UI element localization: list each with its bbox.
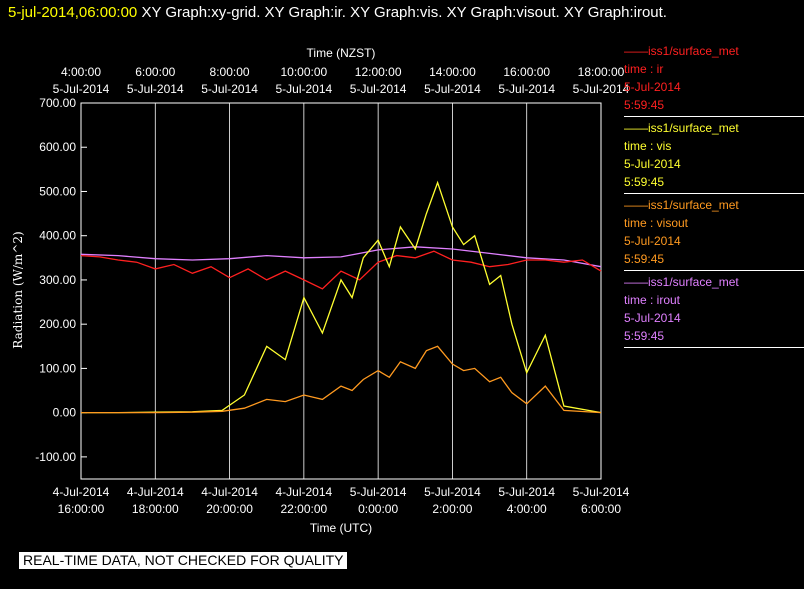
legend-dataset: ——iss1/surface_met [624, 121, 739, 135]
x-tick-label-date: 5-Jul-2014 [350, 485, 407, 499]
legend-time: 5:59:45 [624, 98, 665, 112]
top-tick-label-date: 5-Jul-2014 [127, 82, 184, 96]
series-line-2 [81, 180, 602, 414]
x-tick-label-date: 5-Jul-2014 [424, 485, 481, 499]
top-axis-title: Time (NZST) [307, 46, 376, 60]
legend-time: 5:59:45 [624, 329, 665, 343]
y-tick-label: 200.00 [39, 317, 76, 331]
legend-variable: time : visout [624, 216, 689, 230]
y-tick-label: 600.00 [39, 140, 76, 154]
legend-dataset: ——iss1/surface_met [624, 44, 739, 58]
x-tick-label-time: 20:00:00 [206, 502, 253, 516]
x-tick-label-time: 6:00:00 [581, 502, 621, 516]
top-tick-label-time: 6:00:00 [135, 65, 175, 79]
legend-date: 5-Jul-2014 [624, 234, 681, 248]
top-tick-label-time: 4:00:00 [61, 65, 101, 79]
y-tick-label: 100.00 [39, 361, 76, 375]
y-tick-label: -100.00 [35, 450, 76, 464]
top-tick-label-time: 12:00:00 [355, 65, 402, 79]
legend-date: 5-Jul-2014 [624, 157, 681, 171]
x-tick-label-date: 4-Jul-2014 [127, 485, 184, 499]
top-tick-label-date: 5-Jul-2014 [53, 82, 110, 96]
legend-dataset: ——iss1/surface_met [624, 198, 739, 212]
x-tick-label-time: 18:00:00 [132, 502, 179, 516]
x-tick-label-date: 4-Jul-2014 [53, 485, 110, 499]
x-axis-title: Time (UTC) [310, 521, 372, 535]
header: 5-jul-2014,06:00:00 XY Graph:xy-grid. XY… [8, 2, 798, 24]
x-tick-label-time: 22:00:00 [280, 502, 327, 516]
legend-dataset: ——iss1/surface_met [624, 275, 739, 289]
top-tick-label-time: 8:00:00 [210, 65, 250, 79]
quality-disclaimer: REAL-TIME DATA, NOT CHECKED FOR QUALITY [19, 552, 348, 569]
legend-date: 5-Jul-2014 [624, 80, 681, 94]
graph-titles: XY Graph:xy-grid. XY Graph:ir. XY Graph:… [141, 4, 667, 21]
legend-time: 5:59:45 [624, 252, 665, 266]
top-tick-label-date: 5-Jul-2014 [350, 82, 407, 96]
x-tick-label-date: 4-Jul-2014 [201, 485, 258, 499]
top-tick-label-date: 5-Jul-2014 [498, 82, 555, 96]
y-tick-label: 0.00 [53, 406, 77, 420]
series-line-0 [80, 246, 602, 268]
top-tick-label-date: 5-Jul-2014 [276, 82, 333, 96]
legend: ——iss1/surface_met time : ir 5-Jul-2014 5:5… [624, 42, 804, 350]
top-tick-label-time: 18:00:00 [578, 65, 625, 79]
legend-variable: time : vis [624, 139, 672, 153]
y-tick-label: 300.00 [39, 273, 76, 287]
x-tick-label-time: 16:00:00 [58, 502, 105, 516]
y-tick-label: 400.00 [39, 229, 76, 243]
timestamp: 5-jul-2014,06:00:00 [8, 4, 138, 21]
x-tick-label-date: 4-Jul-2014 [276, 485, 333, 499]
plot-frame [80, 102, 602, 480]
series-line-3 [81, 345, 602, 414]
legend-time: 5:59:45 [624, 175, 665, 189]
legend-variable: time : ir [624, 62, 664, 76]
y-tick-label: 500.00 [39, 184, 76, 198]
top-tick-label-date: 5-Jul-2014 [424, 82, 481, 96]
legend-date: 5-Jul-2014 [624, 311, 681, 325]
top-tick-label-date: 5-Jul-2014 [201, 82, 258, 96]
x-tick-label-time: 0:00:00 [358, 502, 398, 516]
y-axis-title: Radiation (W/m^2) [11, 231, 25, 348]
x-tick-label-date: 5-Jul-2014 [573, 485, 630, 499]
x-tick-label-time: 2:00:00 [432, 502, 472, 516]
y-tick-label: 700.00 [39, 96, 76, 110]
top-tick-label-time: 16:00:00 [503, 65, 550, 79]
x-tick-label-date: 5-Jul-2014 [498, 485, 555, 499]
top-tick-label-time: 14:00:00 [429, 65, 476, 79]
x-tick-label-time: 4:00:00 [507, 502, 547, 516]
series-line-1 [80, 250, 602, 290]
legend-variable: time : irout [624, 293, 681, 307]
top-tick-label-time: 10:00:00 [280, 65, 327, 79]
top-tick-label-date: 5-Jul-2014 [573, 82, 630, 96]
